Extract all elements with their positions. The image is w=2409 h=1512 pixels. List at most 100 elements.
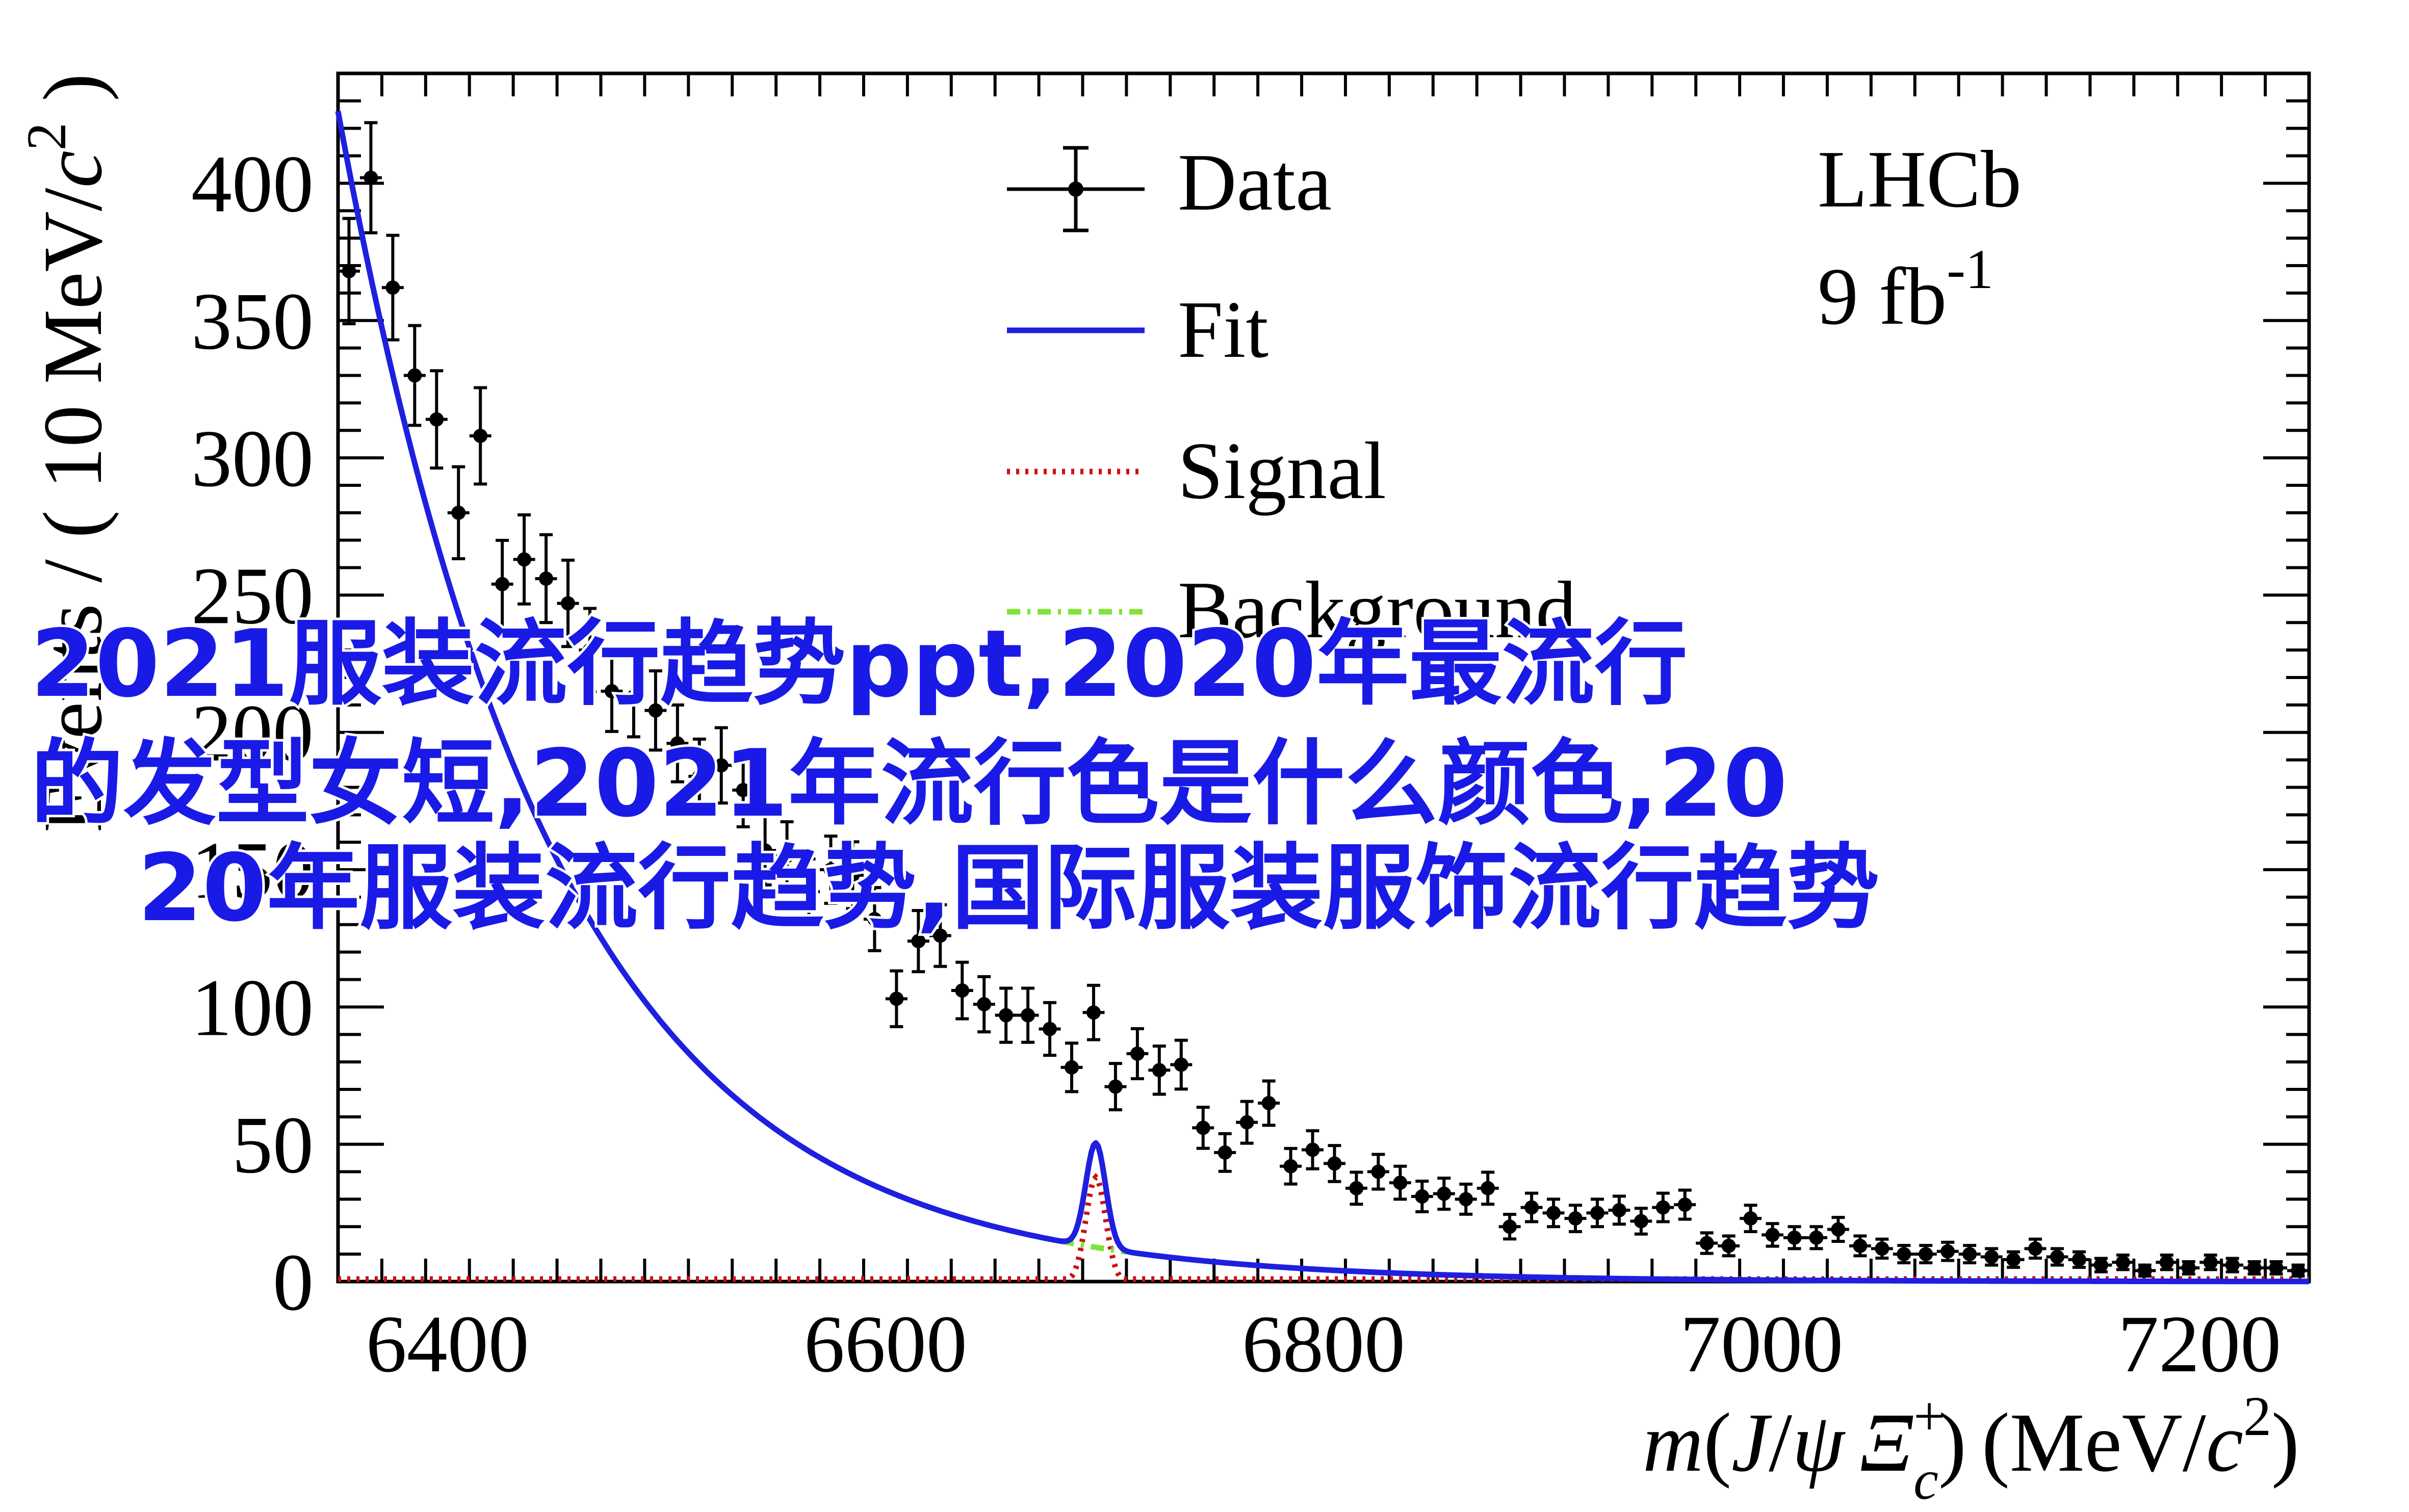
overlay-line-3: 20年服装流行趋势,国际服装服饰流行趋势	[138, 834, 1879, 942]
data-point	[1718, 1234, 1740, 1258]
data-point-marker	[1481, 1181, 1495, 1195]
data-point	[1520, 1191, 1543, 1223]
data-point-marker	[1371, 1164, 1386, 1179]
data-point-marker	[495, 577, 510, 591]
data-point	[1258, 1079, 1280, 1127]
data-point-marker	[1919, 1247, 1933, 1262]
data-point	[754, 814, 776, 887]
data-point-marker	[758, 843, 772, 858]
data-point-marker	[1086, 1005, 1101, 1020]
data-point-marker	[1853, 1238, 1868, 1253]
data-point-marker	[1612, 1203, 1626, 1217]
data-point-marker	[342, 264, 356, 278]
y-tick-label: 300	[191, 413, 314, 504]
data-point-marker	[1699, 1236, 1714, 1250]
legend: Data Fit Signal Background	[1007, 137, 1576, 655]
data-point-marker	[2181, 1261, 2196, 1275]
data-point-marker	[1634, 1214, 1648, 1229]
data-point	[1805, 1225, 1827, 1250]
data-point	[1849, 1234, 1871, 1258]
data-point-marker	[955, 983, 970, 998]
data-point	[623, 655, 645, 739]
x-tick-label: 7200	[2118, 1298, 2281, 1389]
data-point-marker	[1546, 1206, 1561, 1220]
data-point-marker	[889, 992, 904, 1006]
data-point	[1170, 1038, 1193, 1091]
y-tick-label: 0	[273, 1237, 314, 1327]
data-point	[1148, 1044, 1171, 1096]
data-point-marker	[385, 280, 400, 295]
data-point-marker	[1984, 1249, 1999, 1264]
data-point	[425, 369, 448, 470]
data-point-marker	[1568, 1211, 1583, 1226]
data-point	[2221, 1257, 2244, 1273]
data-point	[841, 840, 864, 910]
data-point	[2178, 1260, 2200, 1276]
data-point	[1871, 1237, 1893, 1260]
data-point-marker	[2137, 1263, 2152, 1278]
data-point-marker	[2203, 1255, 2218, 1270]
legend-label-data: Data	[1178, 137, 1332, 227]
data-point-marker	[451, 505, 466, 520]
data-point	[2287, 1263, 2309, 1278]
y-tick-label: 200	[191, 688, 314, 778]
data-point	[491, 539, 513, 630]
data-point	[1192, 1106, 1214, 1150]
data-point-marker	[2269, 1261, 2284, 1275]
data-point	[1060, 1041, 1083, 1093]
data-point	[2090, 1257, 2112, 1273]
data-point	[863, 886, 886, 952]
data-point	[1367, 1153, 1389, 1191]
data-point-marker	[407, 368, 422, 383]
data-point	[1696, 1231, 1718, 1255]
data-point	[2046, 1247, 2068, 1267]
data-point	[1674, 1188, 1696, 1221]
data-point	[1126, 1027, 1149, 1081]
data-point-marker	[801, 884, 816, 899]
data-point	[710, 726, 733, 805]
data-point	[1783, 1225, 1806, 1250]
data-point-marker	[1809, 1230, 1824, 1245]
data-point-marker	[2115, 1255, 2130, 1270]
y-tick-label: 50	[232, 1100, 314, 1190]
y-tick-label: 100	[191, 962, 314, 1053]
y-tick-label: 150	[191, 825, 314, 916]
data-point-marker	[539, 571, 554, 586]
data-point-marker	[2006, 1252, 2021, 1267]
data-point-marker	[1305, 1142, 1320, 1157]
data-point-marker	[1393, 1176, 1408, 1190]
data-point	[1980, 1247, 2003, 1267]
data-point	[403, 324, 426, 427]
data-point-marker	[1721, 1238, 1736, 1253]
data-point-marker	[1174, 1057, 1188, 1072]
data-point	[907, 909, 929, 974]
data-point	[557, 558, 579, 648]
data-point-marker	[736, 783, 750, 797]
data-point	[732, 751, 755, 828]
data-point	[513, 513, 535, 606]
data-point	[885, 969, 908, 1028]
data-point-marker	[2028, 1241, 2043, 1256]
data-point-marker	[1261, 1096, 1276, 1110]
data-point	[1652, 1191, 1674, 1223]
data-point	[1280, 1146, 1302, 1186]
overlay-line-1: 2021服装流行趋势ppt,2020年最流行	[31, 610, 1688, 718]
data-point	[2265, 1260, 2288, 1276]
data-point-marker	[1940, 1244, 1955, 1259]
data-point	[1630, 1207, 1652, 1236]
overlay-text: 2021服装流行趋势ppt,2020年最流行 的发型女短,2021年流行色是什么…	[28, 607, 1882, 945]
data-point-marker	[999, 1008, 1014, 1023]
data-point	[2112, 1254, 2134, 1271]
data-point	[1236, 1100, 1258, 1145]
y-tick-label: 250	[191, 550, 314, 641]
tick-labels: 6400 6600 6800 7000 7200 0 50 100 150 200 250 300 35…	[191, 138, 2281, 1389]
data-point	[579, 607, 601, 693]
legend-label-signal: Signal	[1178, 425, 1386, 516]
background-curve	[1060, 1238, 1127, 1255]
data-point-marker	[1765, 1228, 1780, 1242]
data-point	[951, 960, 973, 1021]
data-point-marker	[517, 552, 532, 567]
data-point-marker	[1218, 1145, 1232, 1160]
data-point	[820, 835, 842, 905]
x-tick-label: 6400	[366, 1298, 529, 1389]
